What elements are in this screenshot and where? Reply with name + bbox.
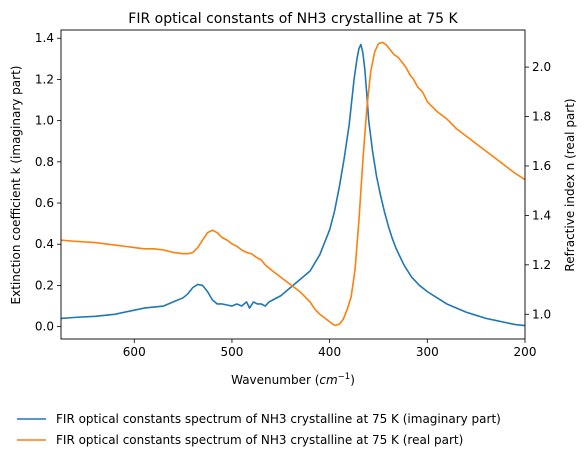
right-y-tick-label: 1.4 [532, 208, 551, 222]
right-y-tick-label: 1.2 [532, 258, 551, 272]
series-group [61, 41, 525, 327]
x-tick-label: 500 [220, 345, 243, 359]
left-y-tick-label: 1.4 [35, 31, 54, 45]
left-y-tick-label: 0.4 [35, 237, 54, 251]
x-tick-label: 300 [416, 345, 439, 359]
right-y-axis-label: Refractive index n (real part) [563, 98, 577, 271]
right-axis: 1.0 1.2 1.4 1.6 1.8 2.0 [525, 60, 551, 321]
chart-title: FIR optical constants of NH3 crystalline… [128, 11, 458, 27]
left-axis: 0.0 0.2 0.4 0.6 0.8 1.0 1.2 1.4 [35, 31, 61, 334]
left-y-tick-label: 0.0 [35, 320, 54, 334]
left-y-tick-label: 0.8 [35, 155, 54, 169]
right-y-tick-label: 2.0 [532, 60, 551, 74]
x-axis: 600 500 400 300 200 [123, 339, 537, 359]
plot-area [61, 30, 525, 339]
left-y-tick-label: 0.2 [35, 278, 54, 292]
series-line-real [61, 41, 525, 327]
right-y-tick-label: 1.6 [532, 159, 551, 173]
legend: FIR optical constants spectrum of NH3 cr… [17, 412, 501, 447]
left-y-tick-label: 0.6 [35, 196, 54, 210]
legend-label-real: FIR optical constants spectrum of NH3 cr… [56, 433, 463, 447]
left-y-tick-label: 1.2 [35, 72, 54, 86]
right-y-tick-label: 1.0 [532, 307, 551, 321]
x-axis-label: Wavenumber (cm−1) [231, 372, 355, 387]
plot-frame [60, 29, 526, 340]
x-tick-label: 200 [514, 345, 537, 359]
left-y-tick-label: 1.0 [35, 114, 54, 128]
series-line-imaginary [61, 43, 525, 327]
right-y-tick-label: 1.8 [532, 110, 551, 124]
left-y-axis-label: Extinction coefficient k (imaginary part… [9, 66, 23, 305]
legend-label-imaginary: FIR optical constants spectrum of NH3 cr… [56, 412, 501, 426]
x-tick-label: 600 [123, 345, 146, 359]
x-tick-label: 400 [318, 345, 341, 359]
